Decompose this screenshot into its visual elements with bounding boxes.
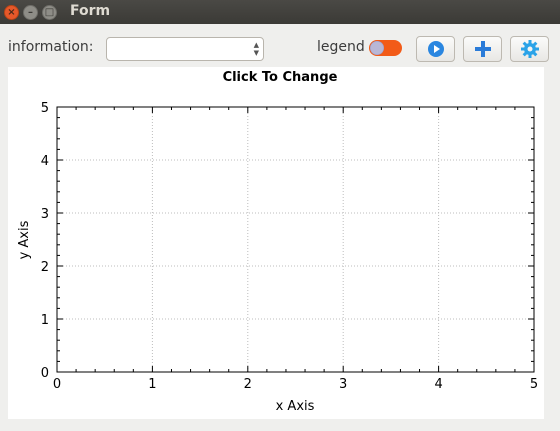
x-tick-label: 4: [434, 377, 442, 392]
maximize-icon[interactable]: □: [42, 5, 57, 20]
window-titlebar: × – □ Form: [0, 0, 560, 24]
legend-toggle[interactable]: [369, 40, 402, 56]
x-tick-label: 1: [148, 377, 156, 392]
y-tick-label: 5: [41, 101, 49, 116]
y-tick-label: 3: [41, 207, 49, 222]
close-icon[interactable]: ×: [4, 5, 19, 20]
y-axis-label: y Axis: [17, 220, 32, 259]
plus-icon: [474, 41, 491, 57]
information-combobox[interactable]: ▲ ▼: [106, 37, 264, 61]
combo-arrows-icon: ▲ ▼: [253, 41, 259, 57]
legend-label: legend: [317, 39, 365, 55]
y-tick-label: 1: [41, 313, 49, 328]
x-tick-label: 3: [339, 377, 347, 392]
y-tick-label: 2: [41, 260, 49, 275]
window-title: Form: [70, 3, 111, 19]
plot-area[interactable]: [8, 67, 544, 419]
y-tick-label: 4: [41, 154, 49, 169]
chart-title[interactable]: Click To Change: [222, 70, 338, 85]
play-icon: [427, 41, 444, 57]
plot-frame: [56, 106, 535, 373]
toggle-knob: [370, 41, 384, 55]
y-tick-label: 0: [41, 366, 49, 381]
information-label: information:: [8, 39, 94, 55]
minimize-icon[interactable]: –: [23, 5, 38, 20]
add-button[interactable]: [463, 36, 502, 62]
x-tick-label: 5: [530, 377, 538, 392]
gear-icon: [520, 40, 539, 58]
x-tick-label: 2: [244, 377, 252, 392]
start-button[interactable]: [416, 36, 455, 62]
x-tick-label: 0: [53, 377, 61, 392]
x-axis-label: x Axis: [276, 399, 315, 414]
settings-button[interactable]: [510, 36, 549, 62]
